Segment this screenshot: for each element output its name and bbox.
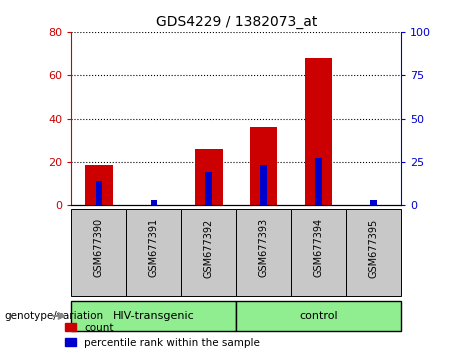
Text: GSM677392: GSM677392 xyxy=(204,218,214,278)
Bar xyxy=(151,200,157,205)
Bar xyxy=(95,181,102,205)
Bar xyxy=(305,58,332,205)
Bar xyxy=(370,200,377,205)
Text: genotype/variation: genotype/variation xyxy=(5,311,104,321)
Bar xyxy=(206,172,212,205)
Bar xyxy=(85,165,112,205)
Text: GSM677395: GSM677395 xyxy=(369,218,378,278)
Bar xyxy=(260,165,267,205)
Legend: count, percentile rank within the sample: count, percentile rank within the sample xyxy=(65,323,260,348)
Bar xyxy=(315,159,322,205)
Text: GSM677393: GSM677393 xyxy=(259,218,269,278)
Text: GSM677391: GSM677391 xyxy=(149,218,159,278)
Text: control: control xyxy=(299,311,338,321)
Title: GDS4229 / 1382073_at: GDS4229 / 1382073_at xyxy=(155,16,317,29)
Bar xyxy=(195,149,223,205)
Text: GSM677394: GSM677394 xyxy=(313,218,324,278)
Bar xyxy=(250,127,278,205)
Text: GSM677390: GSM677390 xyxy=(94,218,104,278)
Text: HIV-transgenic: HIV-transgenic xyxy=(113,311,195,321)
